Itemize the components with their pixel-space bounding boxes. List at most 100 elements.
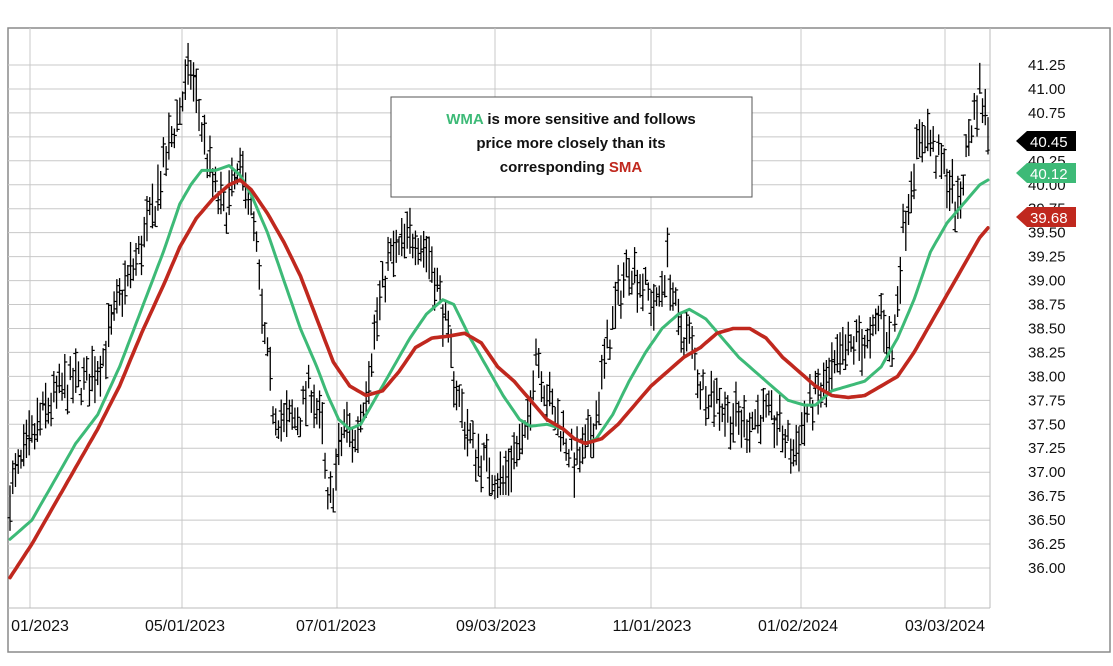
ohlc-bar (385, 236, 391, 271)
ohlc-bar (508, 445, 514, 493)
ohlc-bar (607, 339, 613, 360)
ohlc-bar (478, 455, 484, 493)
ohlc-bar (952, 201, 958, 233)
ohlc-bar (423, 235, 429, 273)
ohlc-bar (538, 371, 544, 403)
ohlc-bar (182, 59, 188, 100)
ohlc-bar (128, 241, 134, 289)
ohlc-bar (141, 216, 147, 248)
ohlc-bar (317, 390, 323, 429)
ohlc-bar (73, 348, 79, 393)
ohlc-bar (744, 419, 750, 454)
ohlc-bar (210, 168, 216, 199)
ohlc-bar (629, 270, 635, 295)
ohlc-bar (125, 265, 131, 287)
ohlc-bar (982, 88, 988, 126)
ohlc-bar (604, 319, 610, 349)
ohlc-bar (391, 230, 397, 278)
ohlc-bar (352, 429, 358, 453)
ohlc-bar (695, 369, 701, 399)
ohlc-bar (382, 275, 388, 303)
ohlc-bar (97, 355, 103, 397)
y-tick-label: 36.25 (1028, 536, 1066, 553)
ohlc-bar (875, 305, 881, 332)
ohlc-bar (719, 403, 725, 423)
y-tick-label: 39.00 (1028, 273, 1066, 290)
ohlc-bar (851, 336, 857, 365)
ohlc-bar (160, 137, 166, 168)
annotation-line-2: price more closely than its (476, 135, 665, 152)
ohlc-bar (59, 372, 65, 401)
ohlc-bar (711, 380, 717, 427)
ohlc-bar (297, 417, 303, 438)
ohlc-bar (273, 408, 279, 436)
y-tick-label: 39.50 (1028, 225, 1066, 242)
ohlc-bar (555, 398, 561, 436)
ohlc-bar (300, 385, 306, 405)
ohlc-bar (938, 143, 944, 180)
ohlc-bar (289, 399, 295, 430)
ohlc-bar (358, 404, 364, 433)
ohlc-bar (549, 388, 555, 415)
ohlc-bar (856, 315, 862, 361)
ohlc-bar (758, 414, 764, 445)
ohlc-bar (974, 95, 980, 137)
ohlc-bar (503, 450, 509, 495)
ohlc-bar (944, 168, 950, 209)
ohlc-bar (344, 401, 350, 443)
ohlc-bar (889, 347, 895, 367)
y-tick-label: 37.00 (1028, 464, 1066, 481)
ohlc-bar (349, 426, 355, 463)
ohlc-bar (675, 298, 681, 336)
ohlc-bar (40, 391, 46, 411)
ohlc-bar (303, 381, 309, 427)
ohlc-bar (108, 304, 114, 335)
ohlc-bar (407, 207, 413, 254)
ohlc-bar (741, 395, 747, 438)
ohlc-bar (936, 134, 942, 156)
ohlc-bar (81, 357, 87, 390)
ohlc-bar (292, 407, 298, 429)
ohlc-bar (275, 420, 281, 439)
ohlc-bar (48, 392, 54, 427)
ohlc-bar (722, 391, 728, 437)
ohlc-bar (919, 122, 925, 163)
ohlc-bar (766, 390, 772, 416)
ohlc-bar (418, 235, 424, 262)
ohlc-bar (843, 334, 849, 371)
ohlc-bar (199, 122, 205, 142)
ohlc-bar (434, 267, 440, 292)
ohlc-bar (223, 212, 229, 234)
y-tick-label: 40.75 (1028, 105, 1066, 122)
ohlc-bar (601, 338, 607, 379)
ohlc-bar (563, 438, 569, 461)
ohlc-bar (169, 126, 175, 148)
ohlc-bar (254, 231, 260, 252)
ohlc-bar (925, 108, 931, 152)
ohlc-bar (917, 119, 923, 158)
ohlc-bar (618, 290, 624, 319)
ohlc-bar (933, 155, 939, 179)
ohlc-bar (621, 262, 627, 298)
ohlc-bar (662, 275, 668, 298)
x-axis-labels: 01/2023 05/01/2023 07/01/2023 09/03/2023 11/… (11, 618, 985, 635)
ohlc-bar (930, 126, 936, 152)
ohlc-bar (155, 164, 161, 211)
ohlc-bar (459, 388, 465, 429)
ohlc-bar (426, 236, 432, 280)
annotation-sma: SMA (609, 159, 643, 176)
ohlc-bar (571, 452, 577, 498)
ohlc-bar (415, 238, 421, 265)
ohlc-bar (796, 426, 802, 472)
ohlc-bar (799, 412, 805, 445)
ohlc-bar (451, 371, 457, 408)
ohlc-bar (788, 438, 794, 474)
ohlc-bar (475, 433, 481, 476)
ohlc-bar (610, 306, 616, 330)
annotation-line-1: WMA is more sensitive and follows (446, 111, 696, 128)
wma-line (8, 164, 990, 541)
ohlc-bar (895, 286, 901, 318)
ohlc-bar (65, 384, 71, 415)
ohlc-bar (708, 370, 714, 408)
